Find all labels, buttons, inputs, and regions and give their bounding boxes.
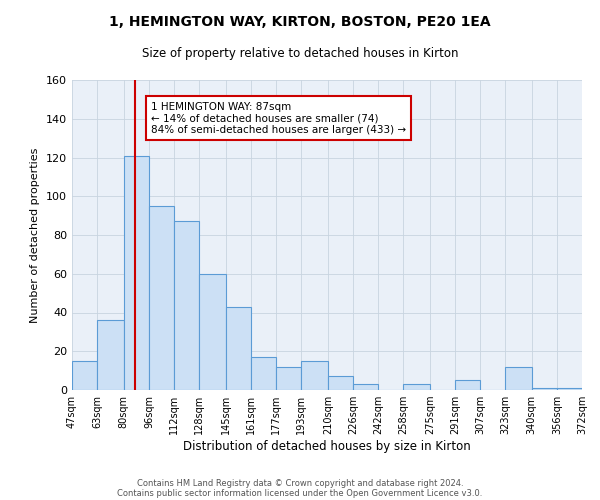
Text: 1, HEMINGTON WAY, KIRTON, BOSTON, PE20 1EA: 1, HEMINGTON WAY, KIRTON, BOSTON, PE20 1… [109,15,491,29]
Bar [532,388,557,390]
Text: Contains public sector information licensed under the Open Government Licence v3: Contains public sector information licen… [118,488,482,498]
Y-axis label: Number of detached properties: Number of detached properties [31,148,40,322]
Text: Size of property relative to detached houses in Kirton: Size of property relative to detached ho… [142,48,458,60]
Bar [124,156,149,390]
Bar [328,376,353,390]
Bar [505,367,532,390]
Bar [97,320,124,390]
Bar [557,388,582,390]
Bar [251,357,276,390]
Bar [403,384,430,390]
Text: Contains HM Land Registry data © Crown copyright and database right 2024.: Contains HM Land Registry data © Crown c… [137,478,463,488]
Bar [353,384,378,390]
Bar [226,306,251,390]
Bar [276,367,301,390]
Bar [149,206,174,390]
Bar [72,361,97,390]
X-axis label: Distribution of detached houses by size in Kirton: Distribution of detached houses by size … [183,440,471,453]
Bar [199,274,226,390]
Bar [301,361,328,390]
Bar [174,222,199,390]
Text: 1 HEMINGTON WAY: 87sqm
← 14% of detached houses are smaller (74)
84% of semi-det: 1 HEMINGTON WAY: 87sqm ← 14% of detached… [151,102,406,135]
Bar [455,380,480,390]
